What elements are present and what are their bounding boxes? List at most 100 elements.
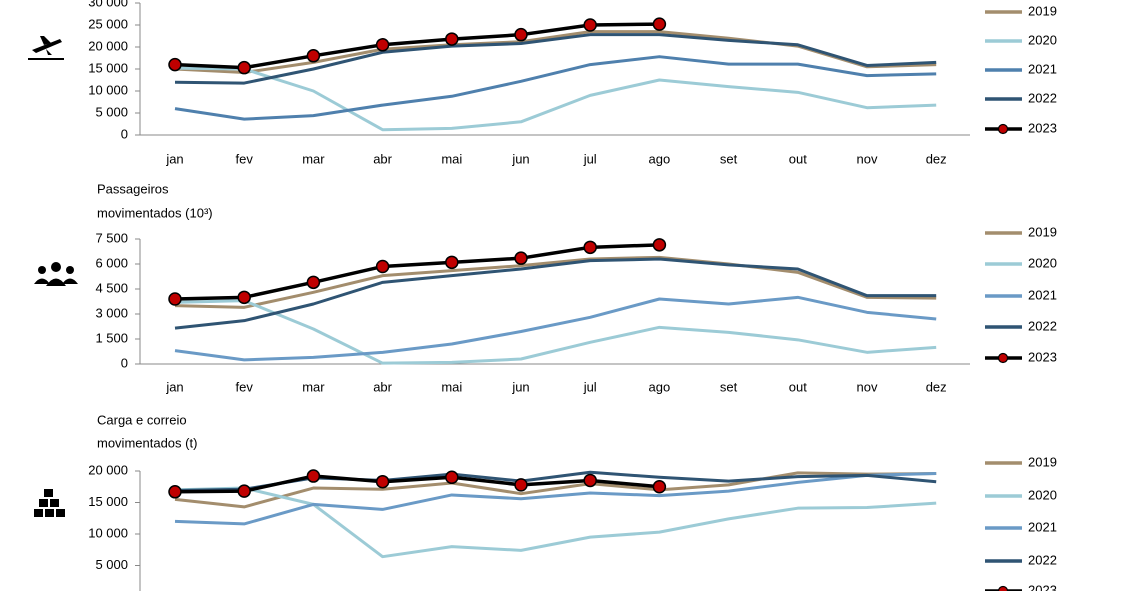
- x-tick-label: nov: [857, 379, 878, 394]
- legend-label: 2023: [1028, 349, 1057, 364]
- x-tick-label: jun: [511, 379, 529, 394]
- y-tick-label: 0: [121, 355, 128, 370]
- boxes-icon: [34, 489, 65, 517]
- series-marker: [168, 292, 182, 306]
- y-tick-label: 10 000: [88, 525, 128, 540]
- legend-label: 2022: [1028, 90, 1057, 105]
- series-line: [174, 471, 937, 509]
- series-marker: [652, 238, 667, 252]
- y-tick-label: 15 000: [88, 60, 128, 75]
- series-marker: [445, 32, 459, 46]
- legend-label: 2021: [1028, 287, 1057, 302]
- legend-marker: [997, 352, 1009, 364]
- y-tick-label: 1 500: [95, 330, 128, 345]
- legend-label: 2022: [1028, 552, 1057, 567]
- series-marker: [445, 470, 459, 485]
- x-tick-label: dez: [926, 151, 947, 166]
- people-icon: [34, 262, 78, 286]
- legend-marker: [997, 123, 1009, 135]
- series-marker: [375, 259, 390, 274]
- series-marker: [375, 38, 390, 52]
- x-tick-label: mai: [441, 379, 462, 394]
- series-marker: [514, 478, 528, 492]
- series-marker: [237, 60, 251, 75]
- x-tick-label: jan: [165, 379, 183, 394]
- x-tick-label: ago: [649, 151, 671, 166]
- y-tick-label: 4 500: [95, 280, 128, 295]
- x-tick-label: set: [720, 151, 738, 166]
- x-tick-label: mai: [441, 151, 462, 166]
- x-tick-label: out: [789, 379, 807, 394]
- series-marker: [583, 240, 597, 255]
- x-tick-label: jul: [583, 379, 597, 394]
- legend-label: 2019: [1028, 3, 1057, 18]
- x-tick-label: jun: [511, 151, 529, 166]
- x-tick-label: fev: [236, 151, 254, 166]
- series-line: [174, 33, 937, 85]
- series-marker: [583, 473, 597, 488]
- chart-title: movimentados (t): [97, 435, 197, 450]
- series-marker: [306, 469, 321, 483]
- x-tick-label: mar: [302, 151, 325, 166]
- x-tick-label: ago: [649, 379, 671, 394]
- plane-icon: [28, 36, 64, 60]
- y-tick-label: 15 000: [88, 494, 128, 509]
- x-tick-label: set: [720, 379, 738, 394]
- y-tick-label: 10 000: [88, 82, 128, 97]
- y-tick-label: 6 000: [95, 255, 128, 270]
- y-tick-label: 0: [121, 126, 128, 141]
- legend-label: 2019: [1028, 454, 1057, 469]
- chart-title: Passageiros: [97, 181, 169, 196]
- x-tick-label: nov: [857, 151, 878, 166]
- series-line: [174, 22, 660, 70]
- legend-label: 2021: [1028, 519, 1057, 534]
- series-line: [174, 474, 660, 494]
- x-tick-label: abr: [373, 151, 392, 166]
- legend-label: 2021: [1028, 61, 1057, 76]
- x-tick-label: abr: [373, 379, 392, 394]
- series-line: [174, 243, 660, 301]
- legend-label: 2020: [1028, 255, 1057, 270]
- series-marker: [306, 275, 321, 290]
- legend-label: 2020: [1028, 32, 1057, 47]
- series-marker: [306, 49, 321, 63]
- chart-title: Carga e correio: [97, 412, 187, 427]
- legend-label: 2023: [1028, 582, 1057, 591]
- series-marker: [514, 251, 528, 265]
- y-tick-label: 20 000: [88, 38, 128, 53]
- series-line: [174, 55, 937, 121]
- series-marker: [237, 290, 251, 305]
- series-marker: [168, 57, 182, 72]
- series-line: [174, 299, 937, 365]
- series-line: [174, 255, 937, 309]
- y-tick-label: 30 000: [88, 0, 128, 9]
- x-tick-label: jul: [583, 151, 597, 166]
- y-tick-label: 3 000: [95, 305, 128, 320]
- legend-marker: [997, 585, 1009, 591]
- series-marker: [237, 484, 251, 498]
- x-tick-label: mar: [302, 379, 325, 394]
- y-tick-label: 5 000: [95, 557, 128, 572]
- series-marker: [583, 18, 597, 32]
- series-marker: [375, 474, 390, 489]
- series-marker: [652, 17, 667, 31]
- legend-label: 2020: [1028, 487, 1057, 502]
- x-tick-label: jan: [165, 151, 183, 166]
- y-tick-label: 25 000: [88, 16, 128, 31]
- legend-label: 2022: [1028, 318, 1057, 333]
- y-tick-label: 20 000: [88, 462, 128, 477]
- y-tick-label: 5 000: [95, 104, 128, 119]
- chart-title: movimentados (10³): [97, 205, 213, 220]
- series-marker: [445, 255, 459, 270]
- x-tick-label: dez: [926, 379, 947, 394]
- series-line: [174, 257, 937, 330]
- series-marker: [514, 27, 528, 42]
- x-tick-label: out: [789, 151, 807, 166]
- legend-label: 2023: [1028, 120, 1057, 135]
- series-marker: [652, 480, 667, 494]
- series-marker: [168, 485, 182, 499]
- x-tick-label: fev: [236, 379, 254, 394]
- series-line: [174, 486, 937, 559]
